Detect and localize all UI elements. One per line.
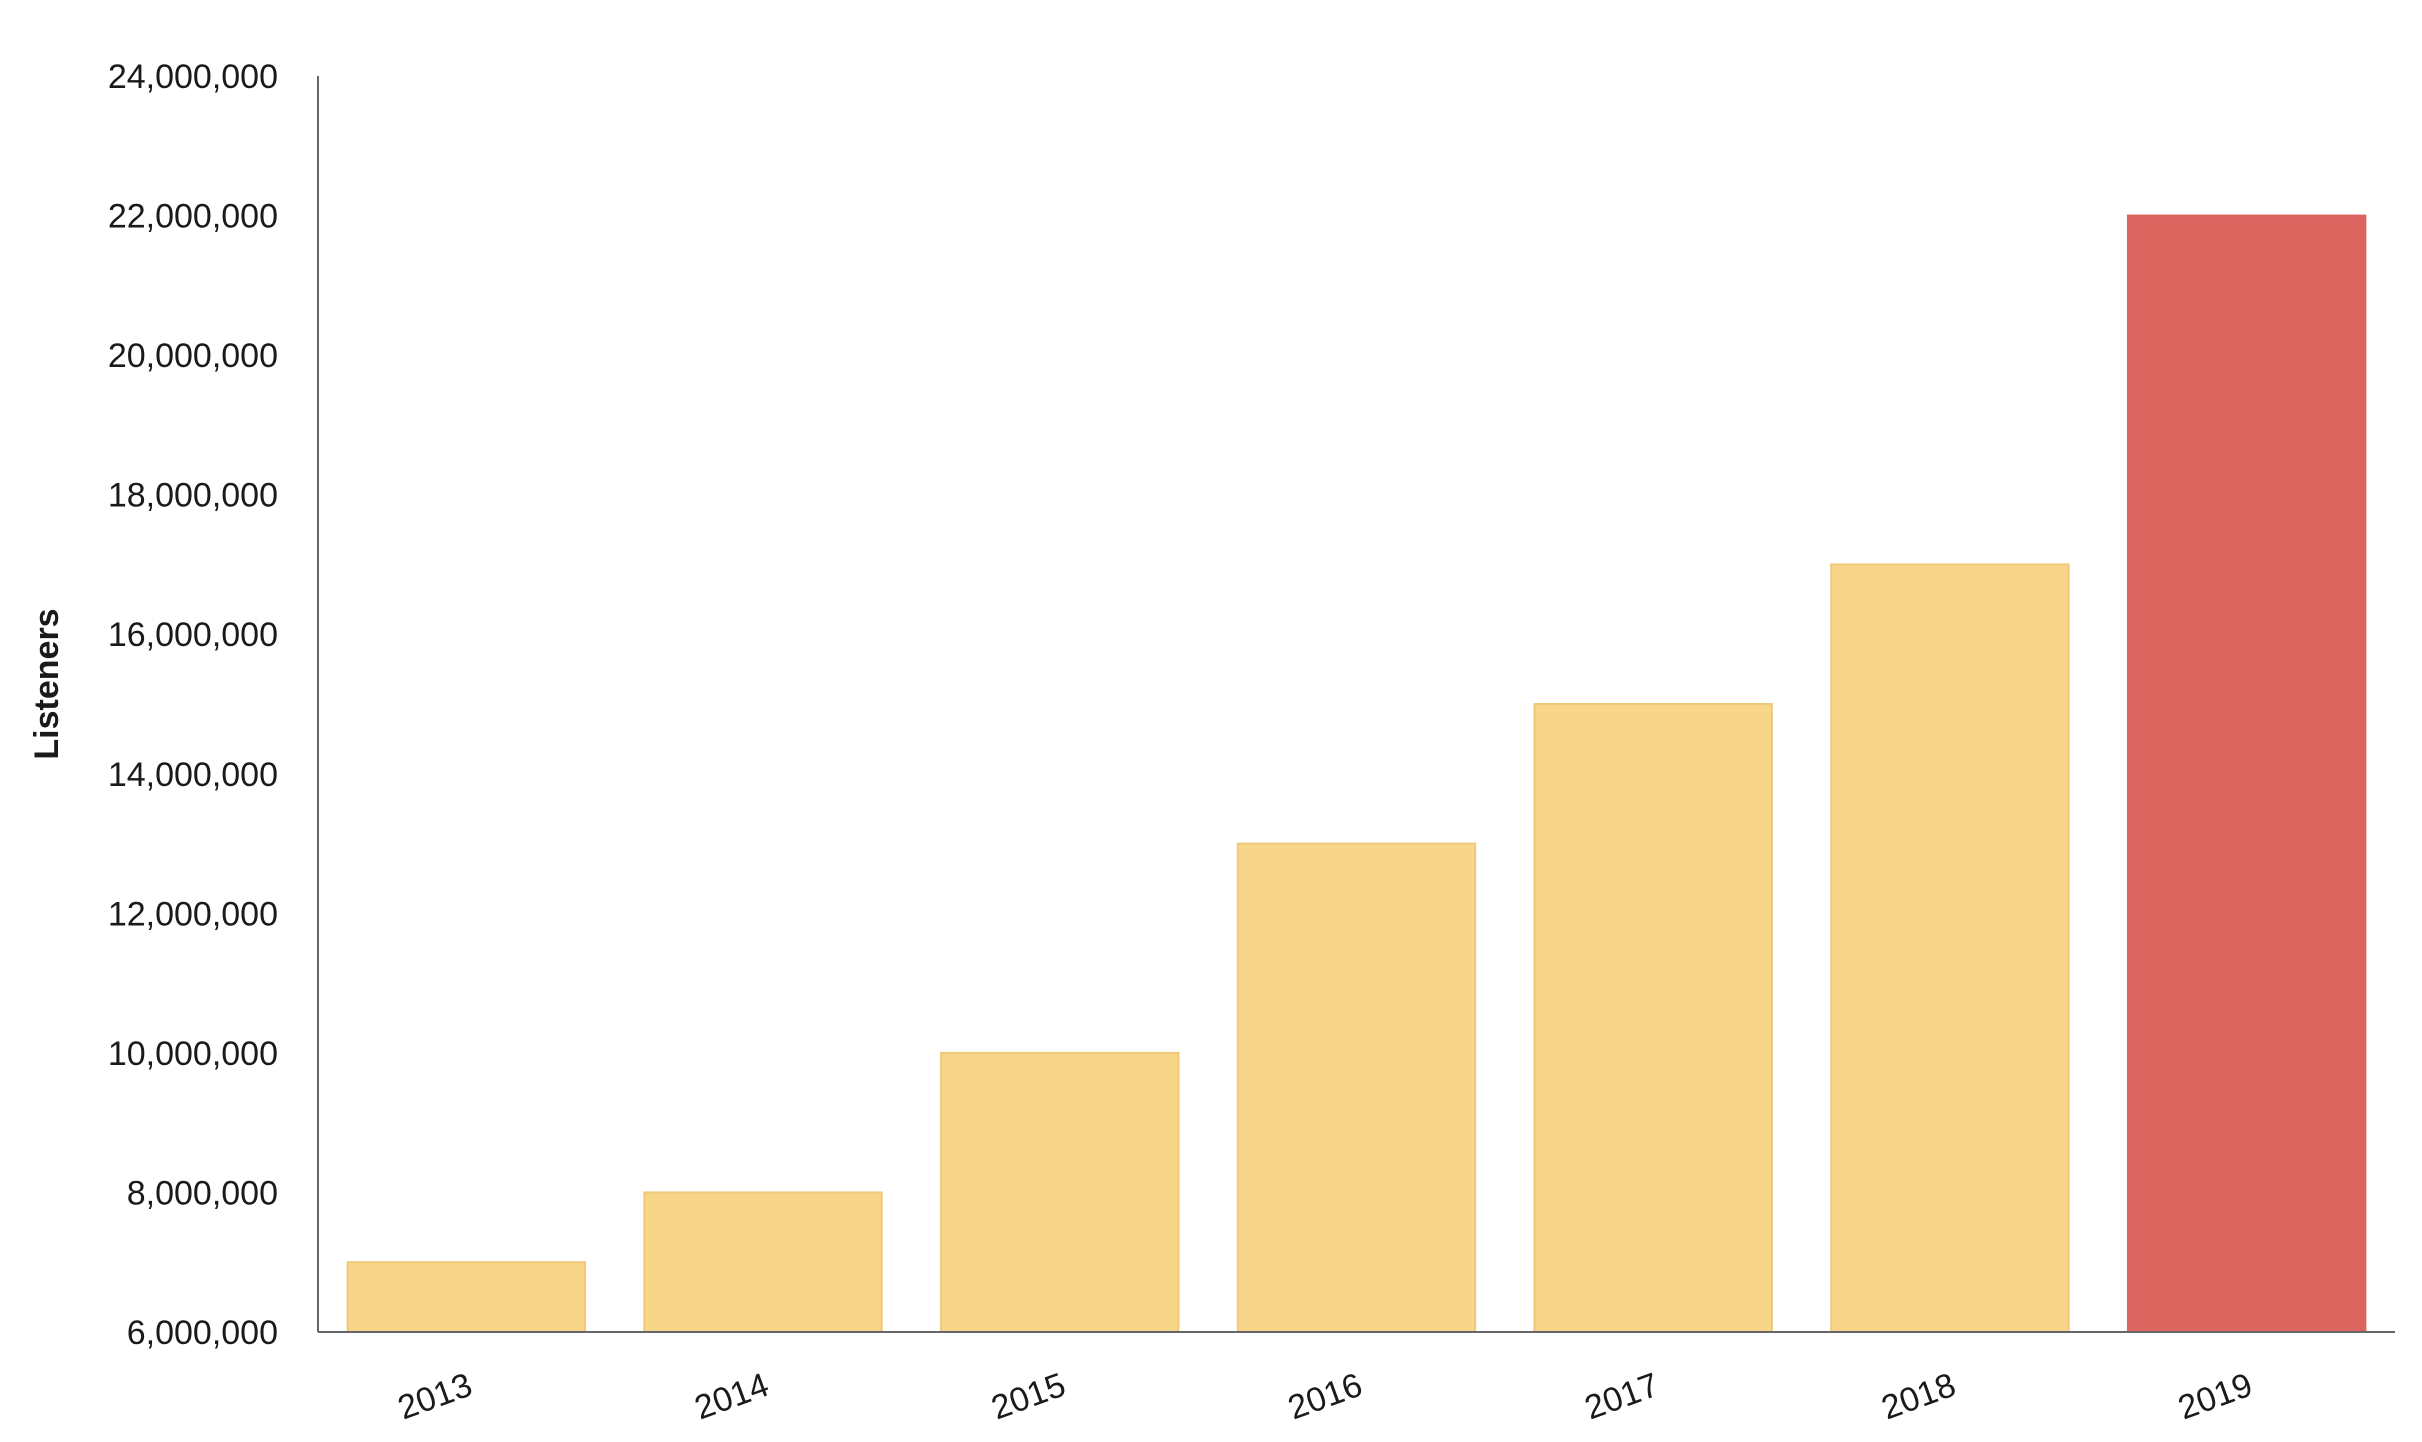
- y-tick-label: 22,000,000: [108, 198, 278, 236]
- bar-2017: [1533, 703, 1773, 1333]
- x-tick-label-2017: 2017: [1580, 1366, 1664, 1428]
- y-tick-label: 12,000,000: [108, 895, 278, 933]
- bar-2014: [643, 1191, 883, 1334]
- y-tick-label: 14,000,000: [108, 756, 278, 794]
- bars-group: [346, 214, 2367, 1334]
- y-tick-label: 16,000,000: [108, 616, 278, 654]
- y-tick-label: 10,000,000: [108, 1035, 278, 1073]
- bar-2018: [1830, 563, 2070, 1333]
- y-tick-label: 24,000,000: [108, 58, 278, 96]
- y-tick-label: 8,000,000: [127, 1174, 278, 1212]
- x-tick-label-2014: 2014: [690, 1366, 774, 1428]
- x-tick-label-2019: 2019: [2173, 1366, 2257, 1428]
- y-axis-title: Listeners: [28, 608, 66, 759]
- x-tick-label-2015: 2015: [986, 1366, 1070, 1428]
- x-tick-labels: 2013 2014 2015 2016 2017 2018 2019: [393, 1366, 2257, 1428]
- bar-2015: [940, 1051, 1180, 1334]
- y-tick-label: 18,000,000: [108, 477, 278, 515]
- bar-2016: [1236, 842, 1477, 1333]
- bar-2019: [2126, 214, 2367, 1334]
- x-tick-label-2018: 2018: [1877, 1366, 1961, 1428]
- x-tick-label-2016: 2016: [1283, 1366, 1367, 1428]
- bar-2013: [346, 1261, 587, 1333]
- y-tick-labels: 6,000,000 8,000,000 10,000,000 12,000,000 14…: [108, 58, 278, 1352]
- y-tick-label: 20,000,000: [108, 337, 278, 375]
- x-tick-label-2013: 2013: [393, 1366, 477, 1428]
- y-tick-label: 6,000,000: [127, 1314, 278, 1352]
